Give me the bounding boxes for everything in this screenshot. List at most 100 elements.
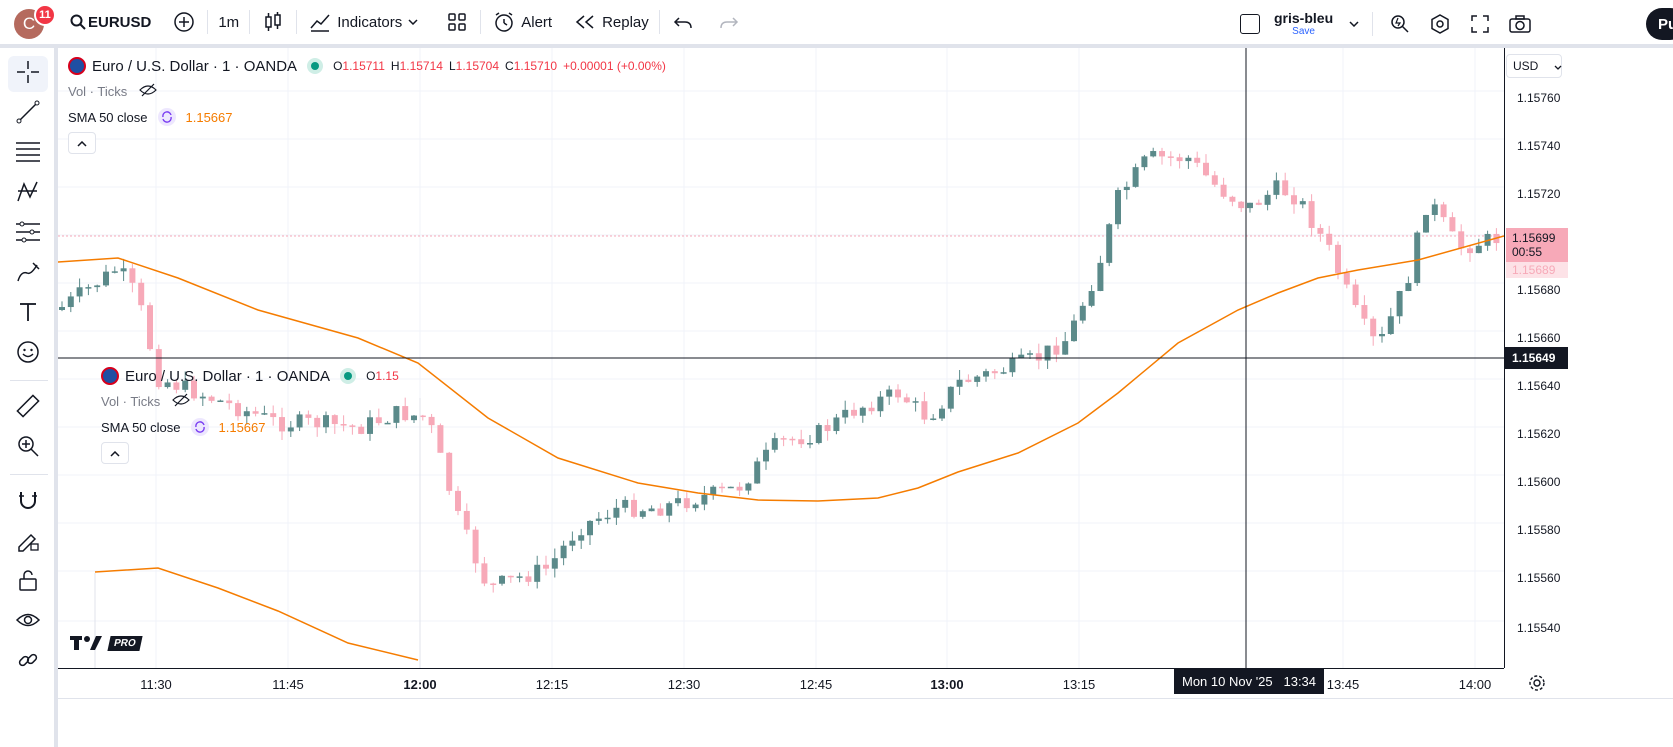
- candle-body: [1247, 202, 1253, 209]
- publish-button[interactable]: Pu: [1646, 8, 1673, 40]
- chevron-down-icon[interactable]: [1341, 11, 1367, 37]
- candle-body: [639, 511, 646, 517]
- price-tick-label: 1.15540: [1517, 621, 1561, 635]
- crosshair-icon: [15, 59, 41, 90]
- candle-body: [930, 418, 937, 420]
- zoom-tool[interactable]: [8, 430, 48, 466]
- candle-body: [1123, 186, 1130, 191]
- drawing-toolbar: [0, 48, 58, 747]
- candle-body: [1299, 201, 1306, 205]
- change-value: +0.00001 (+0.00%): [563, 59, 666, 73]
- tradingview-logo[interactable]: PRO: [70, 634, 143, 652]
- ghost-open-value: 1.15: [375, 369, 399, 383]
- candle-body: [604, 517, 611, 520]
- layout-checkbox[interactable]: [1240, 14, 1260, 34]
- candle-body: [525, 576, 532, 582]
- ghost-symbol-title: Euro / U.S. Dollar · 1 · OANDA: [125, 367, 331, 385]
- templates-button[interactable]: [434, 0, 480, 46]
- sidebar-divider: [10, 474, 48, 475]
- divider: [658, 10, 660, 34]
- candle-body: [613, 507, 620, 518]
- search-icon: [68, 9, 88, 35]
- candle-body: [701, 494, 708, 505]
- notification-badge: 11: [34, 4, 56, 26]
- candle-body: [851, 409, 857, 416]
- icon-tool[interactable]: [8, 336, 48, 372]
- sma-legend[interactable]: SMA 50 close 1.15667: [68, 108, 233, 126]
- currency-selector[interactable]: USD: [1506, 54, 1562, 78]
- candle-body: [895, 389, 901, 398]
- candle-body: [1273, 180, 1280, 195]
- fib-tool[interactable]: [8, 136, 48, 172]
- pattern-tool[interactable]: [8, 176, 48, 212]
- grid-icon: [444, 9, 470, 35]
- text-tool[interactable]: [8, 296, 48, 332]
- eye-icon: [15, 609, 41, 636]
- candle-body: [912, 401, 919, 403]
- trend-line-tool[interactable]: [8, 96, 48, 132]
- candle-body: [1035, 353, 1042, 361]
- candle-body: [1000, 372, 1007, 374]
- sma-value: 1.15667: [185, 109, 233, 125]
- candle-body: [147, 305, 153, 350]
- low-label: L: [448, 59, 456, 73]
- lock-all-tool[interactable]: [8, 564, 48, 600]
- interval-button[interactable]: 1m: [208, 0, 249, 46]
- hide-drawings-tool[interactable]: [8, 604, 48, 640]
- magnet-tool[interactable]: [8, 484, 48, 520]
- candle-body: [833, 417, 840, 432]
- volume-legend[interactable]: Vol · Ticks: [68, 83, 158, 100]
- candle-body: [287, 427, 294, 432]
- candle-body: [666, 503, 673, 516]
- price-tick-label: 1.15740: [1517, 139, 1561, 153]
- zoom-in-icon: [16, 434, 40, 463]
- publish-label: Pu: [1658, 15, 1673, 33]
- remove-drawings-tool[interactable]: [8, 644, 48, 680]
- refresh-icon[interactable]: [157, 108, 176, 126]
- candle-body: [903, 397, 910, 403]
- candle-body: [507, 575, 514, 578]
- quick-search-icon[interactable]: [1387, 11, 1413, 37]
- replay-button[interactable]: Replay: [562, 0, 659, 46]
- symbol-title[interactable]: Euro / U.S. Dollar · 1 · OANDA: [92, 57, 298, 75]
- brush-tool[interactable]: [8, 256, 48, 292]
- forecast-tool[interactable]: [8, 216, 48, 252]
- price-tick-label: 1.15580: [1517, 523, 1561, 537]
- compare-button[interactable]: [161, 0, 207, 46]
- eye-off-icon[interactable]: [139, 83, 158, 100]
- candle-body: [1264, 194, 1271, 205]
- redo-button[interactable]: [706, 0, 752, 46]
- candle-body: [921, 401, 928, 420]
- magnet-icon: [16, 488, 40, 517]
- collapse-legend-button[interactable]: [68, 132, 96, 154]
- price-chart[interactable]: [58, 48, 1504, 668]
- candle-body: [129, 268, 136, 283]
- crosshair-tool[interactable]: [8, 56, 48, 92]
- trend-line-icon: [15, 99, 41, 130]
- axis-settings-button[interactable]: [1526, 674, 1548, 696]
- measure-tool[interactable]: [8, 390, 48, 426]
- lock-drawing-mode-tool[interactable]: [8, 524, 48, 560]
- layout-name-button[interactable]: gris-bleu Save: [1274, 11, 1333, 37]
- candle-body: [745, 483, 752, 491]
- time-tick-label: 13:45: [1326, 677, 1360, 692]
- fullscreen-icon[interactable]: [1467, 11, 1493, 37]
- top-toolbar: C 11 EURUSD 1m Indicators: [0, 0, 1673, 48]
- pencil-lock-icon: [15, 527, 41, 558]
- alert-button[interactable]: Alert: [481, 0, 562, 46]
- ghost-open-label: O: [366, 369, 376, 383]
- chart-type-button[interactable]: [250, 0, 296, 46]
- candle-body: [719, 486, 725, 489]
- link-icon: [16, 648, 40, 677]
- candle-body: [85, 287, 92, 289]
- symbol-search-button[interactable]: EURUSD: [58, 0, 161, 46]
- undo-button[interactable]: [660, 0, 706, 46]
- text-icon: [17, 301, 39, 328]
- candle-body: [384, 422, 391, 425]
- candle-body: [1071, 320, 1077, 342]
- settings-icon[interactable]: [1427, 11, 1453, 37]
- chart-pane[interactable]: Euro / U.S. Dollar · 1 · OANDA O1.15711 …: [58, 48, 1504, 668]
- candle-body: [1379, 333, 1385, 337]
- indicators-button[interactable]: Indicators: [297, 0, 434, 46]
- camera-icon[interactable]: [1507, 11, 1533, 37]
